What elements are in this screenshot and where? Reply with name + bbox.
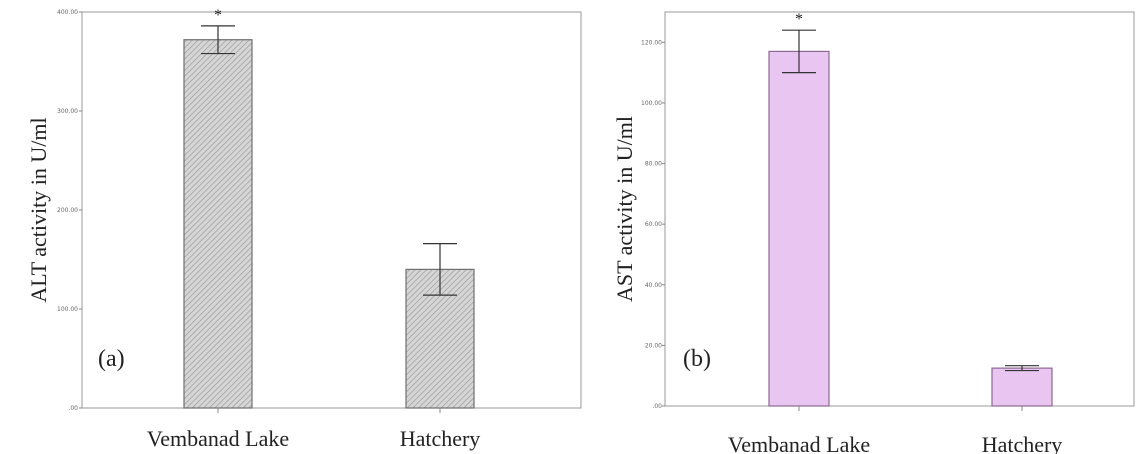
y-tick-label: 100.00 [57,306,78,313]
y-tick-label: 300.00 [57,108,78,115]
y-tick-label: 60.00 [645,221,662,228]
bar [991,367,1053,407]
chart-panel-b: .00 20.00 40.00 60.00 80.00 100.00 120.00 * Vemb… [612,11,1135,454]
plot-frame [664,11,1135,407]
y-axis-title: ALT activity in U/ml [26,117,51,302]
y-tick-label: 120.00 [641,39,662,46]
y-tick-label: 100.00 [641,100,662,107]
x-category-label: Vembanad Lake [147,426,289,451]
panel-label: (b) [683,346,711,372]
x-category-label: Vembanad Lake [728,432,870,454]
bar [768,50,830,407]
chart-panel-a: .00 100.00 200.00 300.00 400.00 * Vembanad Lak… [26,7,582,451]
bar [183,39,253,409]
x-category-label: Hatchery [400,426,481,451]
y-tick-label: .00 [652,403,662,410]
y-tick-label: 400.00 [57,9,78,16]
panel-label: (a) [98,346,125,372]
y-tick-label: 80.00 [645,161,662,168]
significance-marker: * [795,11,803,28]
y-tick-label: 20.00 [645,342,662,349]
plot-frame [81,11,582,409]
y-tick-label: .00 [68,405,78,412]
y-axis-title: AST activity in U/ml [612,116,637,302]
x-category-label: Hatchery [982,432,1063,454]
significance-marker: * [214,7,222,24]
y-tick-label: 200.00 [57,207,78,214]
y-tick-label: 40.00 [645,282,662,289]
